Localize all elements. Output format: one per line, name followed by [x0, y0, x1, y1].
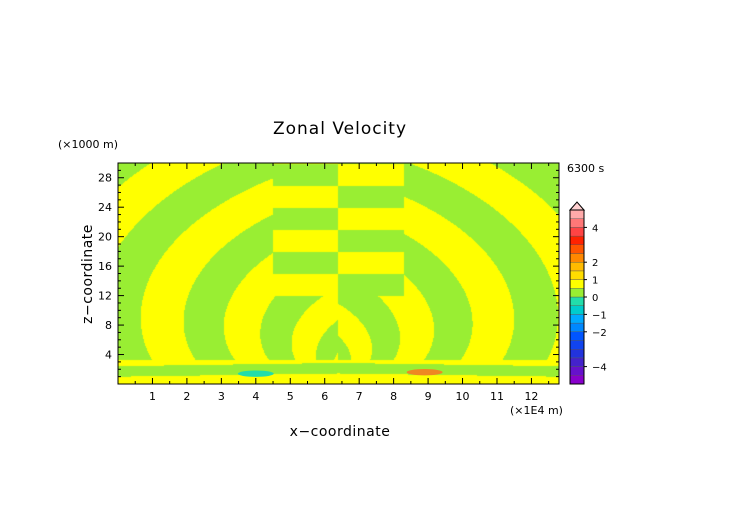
- velocity-anomaly-1: [237, 370, 274, 377]
- x-tick-label: 2: [183, 390, 190, 403]
- x-tick-label: 9: [425, 390, 432, 403]
- x-tick-label: 11: [490, 390, 504, 403]
- colorbar-swatch: [569, 305, 585, 315]
- colorbar-swatch: [569, 218, 585, 228]
- x-tick-label: 5: [287, 390, 294, 403]
- colorbar-swatch: [569, 270, 585, 280]
- colorbar-swatch: [569, 357, 585, 367]
- velocity-field-raster: [118, 163, 559, 384]
- x-tick-label: 4: [252, 390, 259, 403]
- x-axis-label: x−coordinate: [290, 424, 391, 440]
- colorbar-swatch: [569, 349, 585, 359]
- colorbar-swatch: [569, 227, 585, 237]
- colorbar-tick-label: 0: [592, 293, 598, 304]
- y-tick-label: 12: [98, 290, 112, 303]
- colorbar-swatch: [569, 322, 585, 333]
- y-axis-label: z−coordinate: [80, 224, 96, 324]
- x-axis-ticks: 1 2 3 4 5 6 7 8 9 10 11 12: [134, 163, 550, 403]
- colorbar-tick-label: −2: [592, 328, 607, 339]
- chart-title: Zonal Velocity: [273, 119, 407, 139]
- x-tick-label: 12: [524, 390, 538, 403]
- colorbar-swatch: [569, 209, 585, 219]
- velocity-anomaly-2: [406, 369, 443, 376]
- colorbar-swatch: [569, 288, 585, 298]
- colorbar-swatch: [569, 331, 585, 341]
- colorbar-swatch: [569, 253, 585, 263]
- colorbar-tick-label: −1: [592, 310, 607, 321]
- x-tick-label: 7: [356, 390, 363, 403]
- colorbar-swatch: [569, 235, 585, 246]
- y-tick-label: 28: [98, 172, 112, 185]
- x-tick-label: 1: [149, 390, 156, 403]
- y-tick-label: 24: [98, 201, 112, 214]
- colorbar-tick-label: −4: [592, 363, 607, 374]
- x-tick-label: 3: [218, 390, 225, 403]
- colorbar-tick-label: 2: [592, 258, 598, 269]
- y-axis-ticks: 4 8 12 16 20 24 28: [98, 169, 559, 378]
- colorbar-swatch: [569, 279, 585, 289]
- velocity-field: [118, 163, 559, 384]
- y-tick-label: 16: [98, 260, 112, 273]
- colorbar-swatch: [569, 375, 585, 385]
- colorbar-extend-arrow: [568, 201, 586, 211]
- y-tick-label: 4: [105, 349, 112, 362]
- colorbar-swatch: [569, 340, 585, 350]
- y-unit-label: (×1000 m): [58, 138, 118, 151]
- y-tick-label: 8: [105, 319, 112, 332]
- x-unit-label: (×1E4 m): [510, 404, 563, 417]
- colorbar-swatch: [569, 244, 585, 254]
- colorbar: 4 2 1 0 −1 −2 −4: [568, 201, 607, 385]
- x-tick-label: 10: [456, 390, 470, 403]
- colorbar-tick-label: 1: [592, 276, 598, 287]
- colorbar-swatch: [569, 366, 585, 376]
- colorbar-swatch: [569, 262, 585, 272]
- y-tick-label: 20: [98, 231, 112, 244]
- x-tick-label: 8: [390, 390, 397, 403]
- colorbar-swatch: [569, 296, 585, 306]
- x-tick-label: 6: [321, 390, 328, 403]
- colorbar-tick-label: 4: [592, 223, 598, 234]
- colorbar-swatch: [569, 314, 585, 324]
- time-label: 6300 s: [567, 162, 604, 175]
